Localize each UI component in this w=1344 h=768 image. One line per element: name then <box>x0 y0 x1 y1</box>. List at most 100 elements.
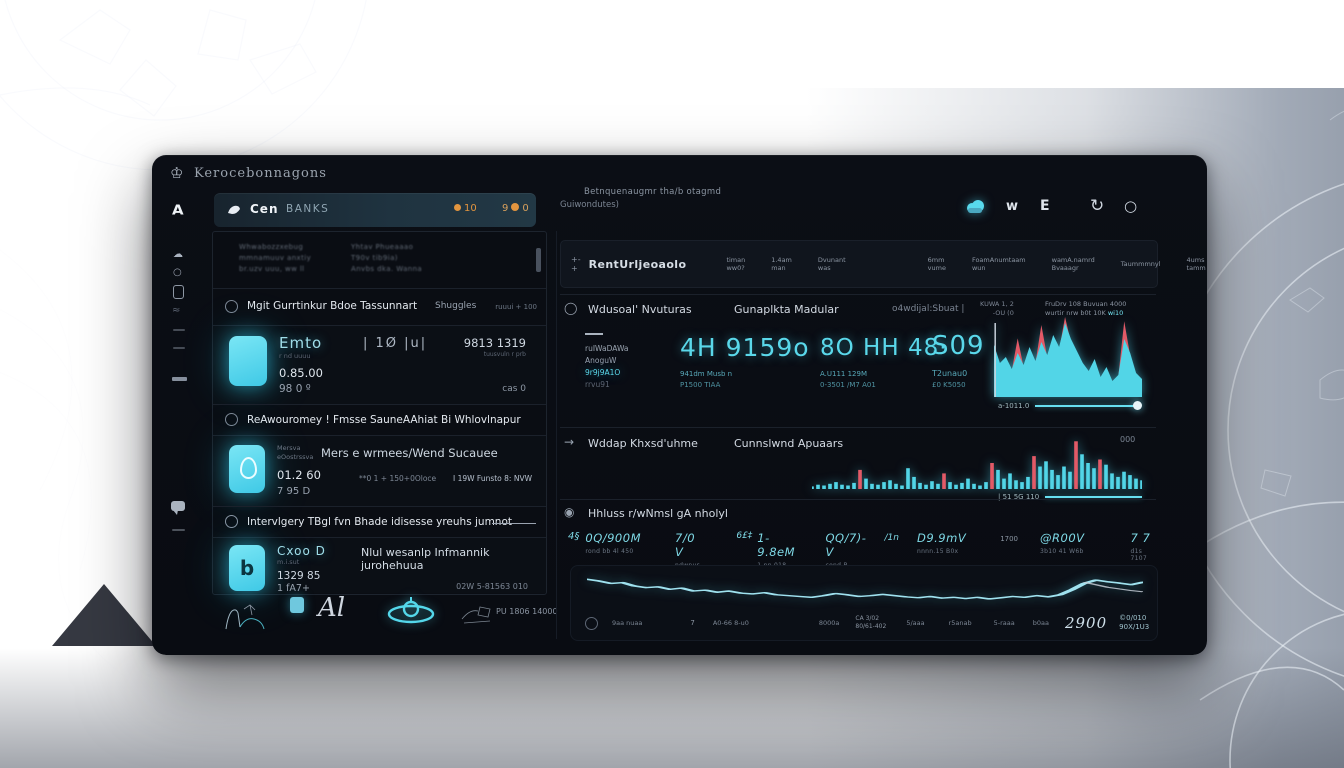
rail-chat-icon[interactable] <box>171 501 185 515</box>
footer-right-text: PU 1806 14000 <box>496 607 558 616</box>
asset-title: Nlul wesanlp Infmannik jurohehuua <box>361 546 490 572</box>
asset-name-sub: r nd uuuu <box>279 352 311 360</box>
cyan-chip-icon[interactable] <box>290 597 304 613</box>
orange-dot-icon <box>511 203 520 211</box>
col-header-3[interactable]: Dvunant was <box>817 255 846 273</box>
divider <box>213 435 546 436</box>
section2-title-2[interactable]: Cunnslwnd Apuaars <box>734 437 844 450</box>
stat-value: 8O HH 48· <box>820 335 948 361</box>
rail-line-icon-2[interactable] <box>173 347 185 349</box>
leader-icon: +-+ <box>571 255 581 273</box>
logo-icon[interactable]: A <box>172 201 184 219</box>
row-meta2: ruuui + 100 <box>495 303 537 311</box>
w-icon[interactable]: w <box>1006 199 1019 214</box>
stat-1: 4H 9159o 941dm Musb n P1500 TIAA <box>680 333 810 389</box>
rail-dash-icon[interactable] <box>172 377 187 381</box>
divider <box>213 506 546 507</box>
asset-num2: 7 95 D <box>277 486 311 497</box>
list-row-3[interactable]: Intervlgery TBgl fvn Bhade idisesse yreu… <box>213 507 546 537</box>
table-title[interactable]: RentUrljeoaolo <box>588 257 687 271</box>
metric-2[interactable]: 7/0 Vndwnus <box>675 531 700 569</box>
col-header-6[interactable]: wamA.namrd Bvaaagr <box>1051 255 1095 273</box>
metric-7[interactable]: 7 7 d1s 7107 <box>1130 531 1151 562</box>
rail-device-icon[interactable] <box>173 285 184 299</box>
col-header-4[interactable]: 6mm vume <box>927 255 946 273</box>
col-header-8[interactable]: 4ums tamm <box>1186 255 1206 273</box>
col-header-1[interactable]: timan ww0? <box>726 255 746 273</box>
slider-track[interactable] <box>1035 404 1137 407</box>
dash-icon <box>585 333 603 335</box>
scrollbar-thumb[interactable] <box>536 248 541 272</box>
list-row-1[interactable]: Mgit Gurrtinkur Bdoe Tassunnart Shuggles… <box>213 289 546 325</box>
asset-tiny1: Mersva <box>277 444 301 452</box>
axis-label: 5-raaa <box>993 619 1015 627</box>
radio-icon[interactable] <box>225 413 238 426</box>
radio-icon[interactable] <box>225 300 238 313</box>
progress-label: | 51 5G 110 <box>998 493 1040 501</box>
section1-title-3: o4wdijal:Sbuat | <box>892 304 965 314</box>
asset-right-value: 9813 1319 <box>463 336 526 350</box>
divider <box>560 427 1156 428</box>
ghost-text-col1: Whwabozzxebug mmnamuuv anxtiy br.uzv uuu, … <box>239 243 312 273</box>
asset-letter: b <box>239 556 255 580</box>
metric-extra: /1n <box>884 533 899 543</box>
metric-icon: 4§ <box>568 531 580 542</box>
divider <box>213 325 546 326</box>
asset-right-value: I 19W Funsto 8: NVW <box>452 474 532 483</box>
rail-line-icon-1[interactable] <box>173 329 185 331</box>
droplet-icon <box>240 457 257 479</box>
asset-card-2[interactable]: Mersva eOostrssva Mers e wrmees/Wend Suc… <box>213 436 546 506</box>
section1-title[interactable]: Wdusoal' Nvuturas <box>588 303 692 316</box>
metric-6[interactable]: @R00V 3b10 41 W6b <box>1040 531 1085 555</box>
rail-wave-icon[interactable]: ≈ <box>172 305 181 316</box>
stat-3: S09 T2unau0 £0 K5050 <box>932 331 985 389</box>
filter-row-title[interactable]: Hhluss r/wNmsl gA nholyl <box>588 507 728 520</box>
col-header-5[interactable]: FoamAnumtaam wun <box>971 255 1026 273</box>
asset-num1: 01.2 60 <box>277 468 321 482</box>
saturn-icon[interactable] <box>384 595 438 629</box>
stat-sub1: T2unau0 <box>932 369 968 378</box>
list-row-2[interactable]: ReAwouromey ! Fmsse SauneAAhiat Bi Whlov… <box>213 405 546 435</box>
rail-circle-icon[interactable]: ○ <box>173 267 182 278</box>
e-icon[interactable]: E <box>1040 198 1050 214</box>
circle-icon[interactable] <box>585 616 598 630</box>
progress-line <box>1045 496 1142 498</box>
asset-card-1[interactable]: Emto r nd uuuu | 1Ø |u| 0.85.00 98 0 º 9… <box>213 326 546 404</box>
circle-button-icon[interactable]: ○ <box>1124 197 1138 215</box>
section2-arrow-icon: → <box>564 435 575 449</box>
pyramid-silhouette <box>52 584 156 646</box>
cloud-icon[interactable] <box>964 199 986 215</box>
orange-dot-icon <box>454 204 461 211</box>
watchlist-panel: Whwabozzxebug mmnamuuv anxtiy br.uzv uuu, … <box>212 231 547 595</box>
ai-signature-icon[interactable]: Al <box>318 593 346 623</box>
axis-label: r5anab <box>948 619 972 627</box>
chart-footer-row: 9aa nuaa 7 A0-66 8-u0 8000a CA 3/02 80/61… <box>571 614 1157 632</box>
axis-label: 5/aaa <box>906 619 925 627</box>
col-header-2[interactable]: 1.4am man <box>771 255 792 273</box>
metric-1[interactable]: 0Q/900M rond bb 4l 450 <box>585 531 641 555</box>
section2-title[interactable]: Wddap Khxsd'uhme <box>588 437 698 450</box>
radio-icon[interactable] <box>225 515 238 528</box>
sketch-glyphs: | 1Ø |u| <box>363 336 428 351</box>
asset-num2: 1 fA7+ <box>277 583 310 594</box>
slider-knob[interactable] <box>1133 401 1142 410</box>
app-title: Kerocebonnagons <box>194 166 327 181</box>
divider <box>560 499 1156 500</box>
target-icon[interactable]: ◉ <box>564 505 575 519</box>
col-header-7[interactable]: Taummmnyl <box>1120 259 1161 268</box>
divider <box>213 404 546 405</box>
stat-value: S09 <box>932 331 985 361</box>
section1-meta-b: FruDrv 108 Buvuan 4000 wurtir nrw b0t 10… <box>1045 300 1127 317</box>
section1-title-2[interactable]: Gunaplkta Madular <box>734 303 839 316</box>
section1-icon: ◯ <box>564 301 578 315</box>
rail-line-icon-3[interactable] <box>172 529 185 531</box>
asset-card-3[interactable]: b Cxoo D m.i.sut Nlul wesanlp Infmannik … <box>213 538 546 594</box>
asset-icon: b <box>229 545 265 591</box>
refresh-icon[interactable]: ↻ <box>1090 196 1105 216</box>
stat-label-block: ruIWaDAWa AnoguW 9r9j9A1O rrvu91 <box>585 333 628 391</box>
range-slider[interactable]: a-1011.0 <box>998 401 1142 410</box>
metric-5[interactable]: D9.9mV nnnn.15 B0x <box>916 531 967 555</box>
sketch-figure-icon[interactable] <box>220 599 266 633</box>
rail-cloud-icon[interactable]: ☁ <box>173 249 183 260</box>
